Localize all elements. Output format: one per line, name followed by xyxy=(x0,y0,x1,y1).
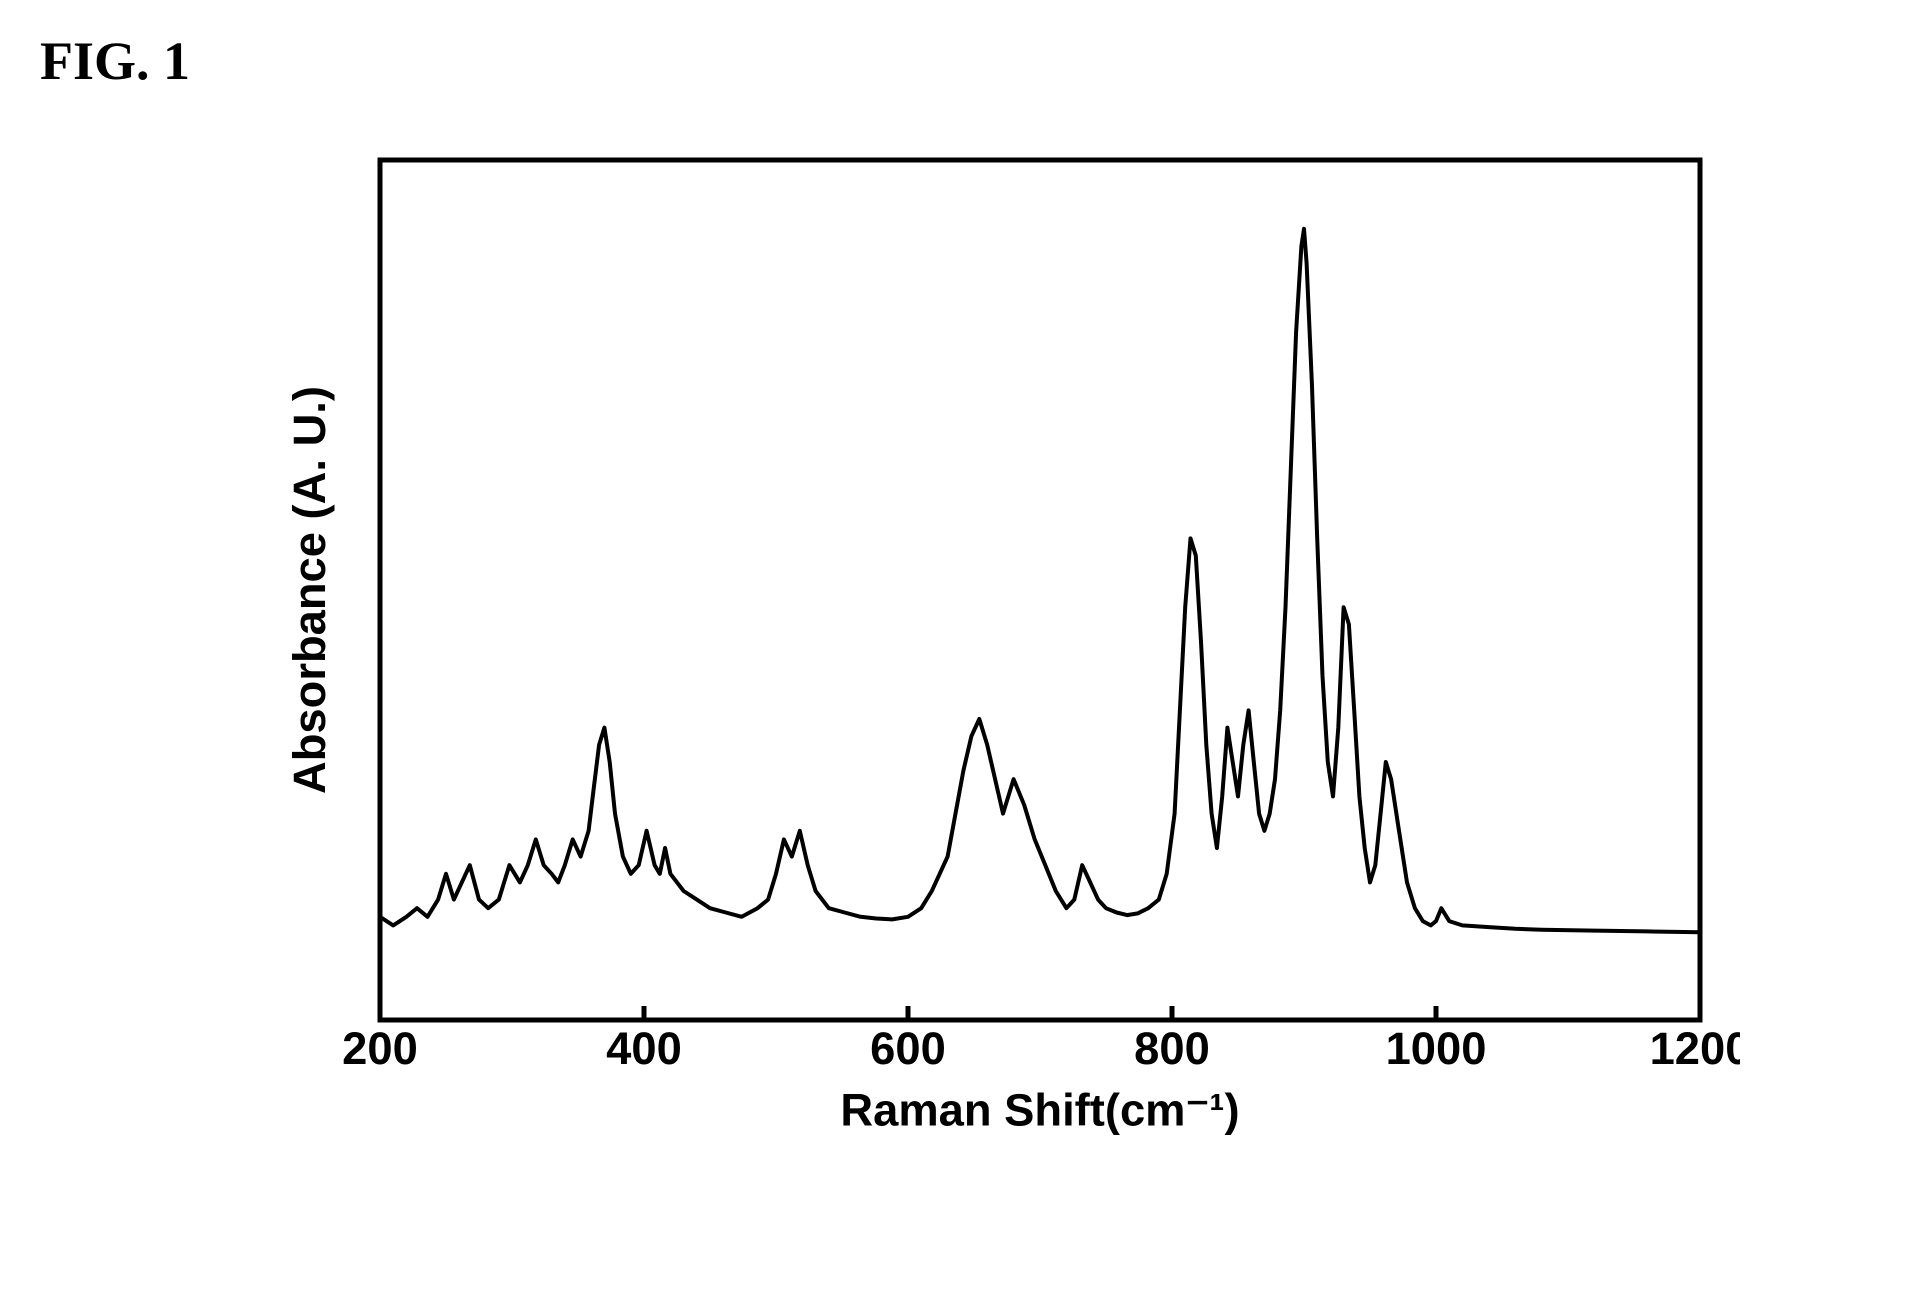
x-ticks: 200 400 600 800 1000 1200 xyxy=(342,1006,1740,1074)
spectrum-line xyxy=(380,229,1700,933)
x-tick-label: 1000 xyxy=(1386,1023,1487,1074)
chart-container: 200 400 600 800 1000 1200 Raman Shift(cm⁻¹) A… xyxy=(260,140,1740,1200)
x-tick-label: 400 xyxy=(606,1023,682,1074)
x-tick-label: 600 xyxy=(870,1023,946,1074)
raman-spectrum-chart: 200 400 600 800 1000 1200 Raman Shift(cm⁻¹) A… xyxy=(260,140,1740,1200)
x-tick-label: 1200 xyxy=(1650,1023,1740,1074)
y-axis-label: Absorbance (A. U.) xyxy=(284,386,335,794)
plot-border xyxy=(380,160,1700,1020)
figure-title: FIG. 1 xyxy=(40,30,190,92)
x-tick-label: 200 xyxy=(342,1023,418,1074)
page-root: FIG. 1 200 400 600 800 1000 1200 Raman Shift(… xyxy=(0,0,1913,1306)
x-axis-label: Raman Shift(cm⁻¹) xyxy=(840,1084,1239,1135)
x-tick-label: 800 xyxy=(1134,1023,1210,1074)
